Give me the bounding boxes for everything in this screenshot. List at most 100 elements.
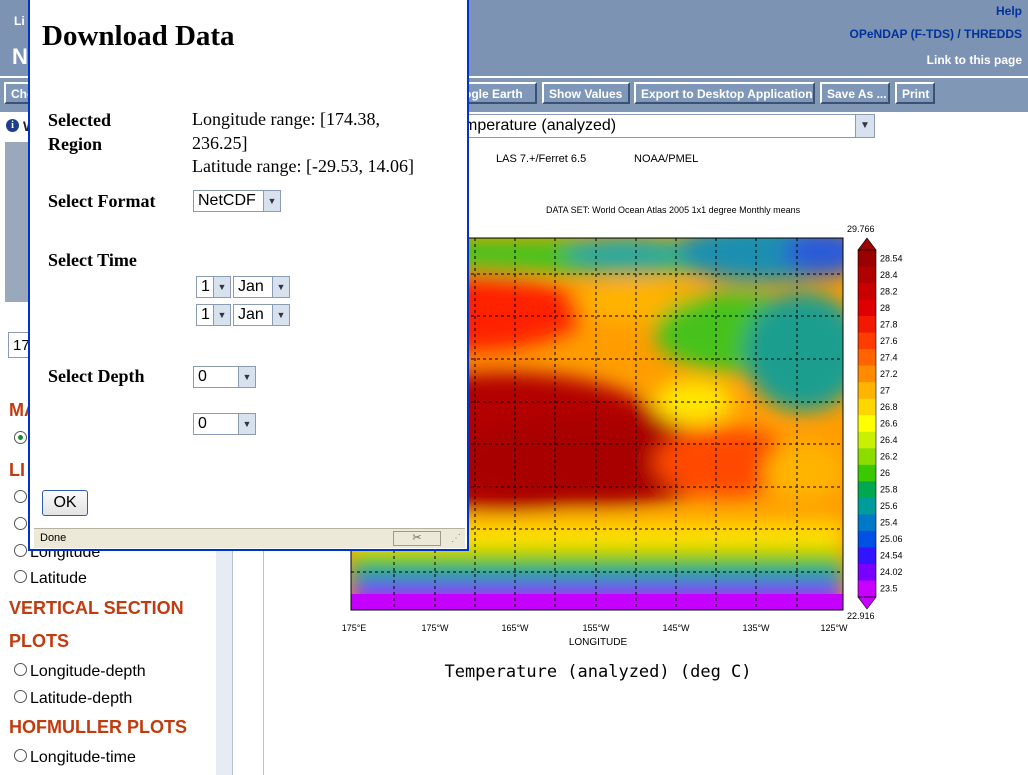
chevron-down-icon[interactable]: ▼	[238, 414, 255, 434]
chevron-down-icon[interactable]: ▼	[272, 277, 289, 297]
x-tick-label: 125°W	[820, 623, 848, 633]
chevron-down-icon[interactable]: ▼	[855, 115, 874, 137]
colorbar-swatch	[858, 497, 876, 515]
depth-start-select[interactable]: 0 ▼	[193, 366, 256, 388]
option-longitude-depth-label: Longitude-depth	[30, 663, 146, 680]
colorbar-swatch	[858, 266, 876, 284]
option-longitude-time[interactable]: Longitude-time	[14, 749, 136, 767]
option-latitude-depth-label: Latitude-depth	[30, 690, 133, 707]
format-select-value: NetCDF	[198, 192, 256, 209]
radio[interactable]	[14, 570, 27, 583]
time-end-day-value: 1	[201, 306, 210, 323]
x-axis-label: LONGITUDE	[569, 637, 628, 648]
line-plot-option-2[interactable]	[14, 517, 30, 535]
colorbar-swatch	[858, 332, 876, 350]
time-start-month-value: Jan	[238, 278, 264, 295]
colorbar-swatch	[858, 547, 876, 565]
chevron-down-icon[interactable]: ▼	[272, 305, 289, 325]
option-latitude-label: Latitude	[30, 570, 87, 587]
map-plot-option[interactable]	[14, 431, 30, 449]
page-heading-partial: N	[12, 44, 28, 69]
chevron-down-icon[interactable]: ▼	[263, 191, 280, 211]
time-start-month-select[interactable]: Jan ▼	[233, 276, 290, 298]
colorbar-min-label: 22.916	[847, 611, 875, 621]
time-end-month-value: Jan	[238, 306, 264, 323]
colorbar-level-label: 25.4	[880, 518, 898, 528]
variable-select[interactable]: mperature (analyzed) ▼	[455, 114, 875, 138]
section-heading-vertical-section: VERTICAL SECTION	[9, 598, 184, 618]
depth-end-value: 0	[198, 415, 207, 432]
x-tick-label: 155°W	[582, 623, 610, 633]
site-title-partial: Li	[14, 14, 25, 28]
colorbar-level-label: 24.54	[880, 551, 903, 561]
save-as-button[interactable]: Save As ...	[820, 82, 890, 104]
x-axis-ticks: 175°E 175°W 165°W 155°W 145°W 135°W 125°…	[342, 623, 848, 648]
colorbar-level-label: 28	[880, 303, 890, 313]
colorbar-level-label: 26	[880, 468, 890, 478]
radio[interactable]	[14, 517, 27, 530]
x-tick-label: 135°W	[742, 623, 770, 633]
radio[interactable]	[14, 690, 27, 703]
depth-start-value: 0	[198, 368, 207, 385]
radio[interactable]	[14, 544, 27, 557]
download-data-dialog: Download Data Selected Region Longitude …	[28, 0, 469, 551]
option-latitude-depth[interactable]: Latitude-depth	[14, 690, 132, 708]
x-tick-label: 175°E	[342, 623, 367, 633]
show-values-button[interactable]: Show Values	[542, 82, 630, 104]
colorbar: 28.54 28.4 28.2 28 27.8 27.6 27.4 27.2 27 26.8 26.…	[857, 237, 903, 610]
time-end-month-select[interactable]: Jan ▼	[233, 304, 290, 326]
link-to-page[interactable]: Link to this page	[926, 53, 1022, 67]
select-format-label: Select Format	[48, 191, 156, 211]
ok-button[interactable]: OK	[42, 490, 88, 516]
depth-end-select[interactable]: 0 ▼	[193, 413, 256, 435]
section-heading-plots: PLOTS	[9, 631, 70, 651]
colorbar-swatch	[858, 299, 876, 317]
colorbar-level-label: 24.02	[880, 567, 903, 577]
option-longitude-depth[interactable]: Longitude-depth	[14, 663, 146, 681]
resize-grip-icon[interactable]: ⋰	[451, 533, 461, 544]
colorbar-bottom-arrow	[857, 596, 877, 610]
chevron-down-icon[interactable]: ▼	[213, 305, 230, 325]
google-earth-button[interactable]: ogle Earth	[457, 82, 537, 104]
time-end-day-select[interactable]: 1 ▼	[196, 304, 231, 326]
radio[interactable]	[14, 663, 27, 676]
colorbar-max-label: 29.766	[847, 224, 875, 234]
export-desktop-button[interactable]: Export to Desktop Application	[634, 82, 815, 104]
colorbar-level-label: 26.6	[880, 419, 898, 429]
colorbar-level-label: 28.2	[880, 286, 898, 296]
colorbar-level-label: 23.5	[880, 584, 898, 594]
print-button[interactable]: Print	[895, 82, 935, 104]
line-plot-option-1[interactable]	[14, 490, 30, 508]
colorbar-swatch	[858, 431, 876, 449]
colorbar-level-label: 28.4	[880, 270, 898, 280]
longitude-range-line1: Longitude range: [174.38,	[192, 109, 380, 129]
colorbar-level-label: 26.8	[880, 402, 898, 412]
radio[interactable]	[14, 490, 27, 503]
noaa-pmel-label: NOAA/PMEL	[634, 153, 699, 165]
dataset-title: DATA SET: World Ocean Atlas 2005 1x1 deg…	[546, 205, 801, 215]
status-text: Done	[40, 532, 67, 544]
latitude-range: Latitude range: [-29.53, 14.06]	[192, 156, 414, 176]
radio[interactable]	[14, 749, 27, 762]
colorbar-swatch	[858, 349, 876, 367]
scissors-icon: ✂	[393, 531, 441, 546]
x-tick-label: 175°W	[421, 623, 449, 633]
info-icon[interactable]: i	[6, 119, 19, 132]
time-start-day-select[interactable]: 1 ▼	[196, 276, 231, 298]
x-tick-label: 145°W	[662, 623, 690, 633]
colorbar-frame	[857, 249, 877, 598]
las-version-label: LAS 7.+/Ferret 6.5	[496, 153, 587, 165]
chevron-down-icon[interactable]: ▼	[238, 367, 255, 387]
variable-select-value: mperature (analyzed)	[464, 117, 617, 134]
colorbar-swatch	[858, 283, 876, 301]
section-heading-hofmuller: HOFMULLER PLOTS	[9, 717, 187, 737]
radio-selected[interactable]	[14, 431, 27, 444]
chevron-down-icon[interactable]: ▼	[213, 277, 230, 297]
colorbar-swatch	[858, 365, 876, 383]
help-link[interactable]: Help	[995, 4, 1022, 18]
opendap-thredds-link[interactable]: OPeNDAP (F-TDS) / THREDDS	[849, 27, 1022, 41]
colorbar-swatch	[858, 415, 876, 433]
option-longitude-time-label: Longitude-time	[30, 749, 136, 766]
format-select[interactable]: NetCDF ▼	[193, 190, 281, 212]
option-latitude[interactable]: Latitude	[14, 570, 87, 588]
